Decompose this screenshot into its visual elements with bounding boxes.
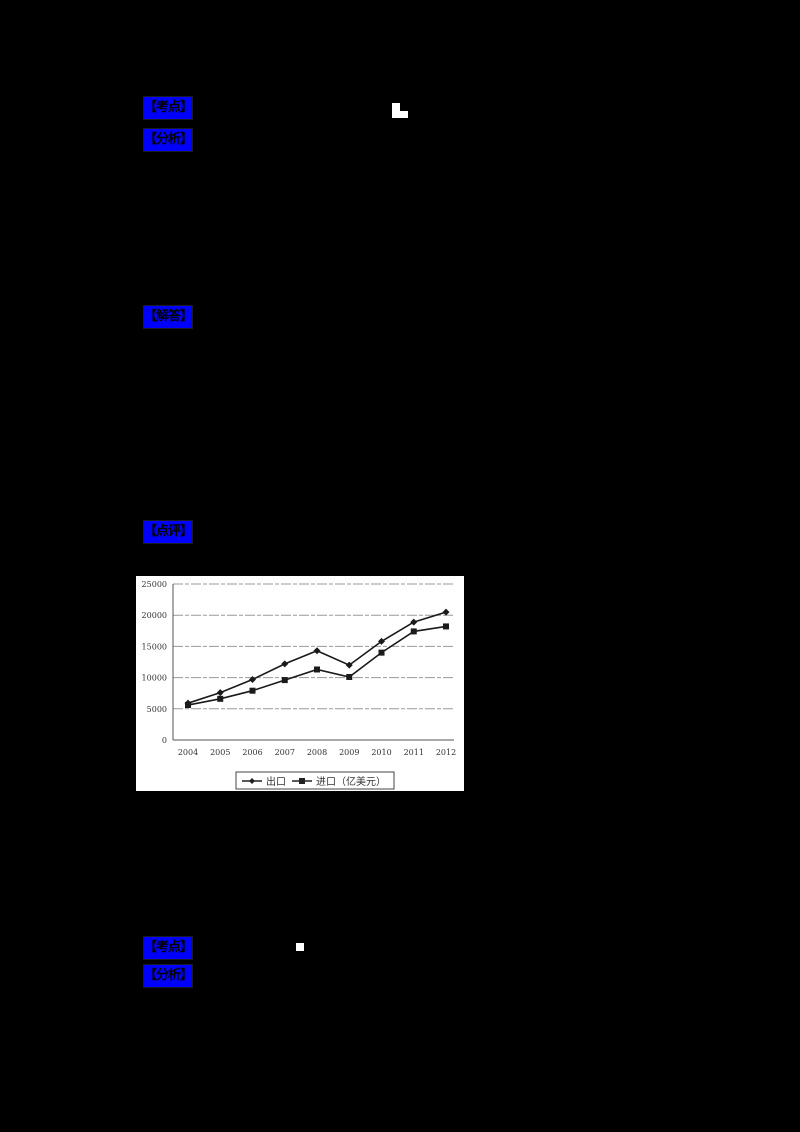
svg-text:2009: 2009 — [339, 748, 359, 757]
svg-text:25000: 25000 — [142, 580, 167, 589]
svg-text:2005: 2005 — [210, 748, 230, 757]
label-kaodian: 【考点】 — [144, 97, 192, 119]
label-fenxi: 【分析】 — [144, 129, 192, 151]
svg-text:2004: 2004 — [178, 748, 198, 757]
chart-canvas: 0 5000 10000 15000 20000 25000 2004 2005 2006 200… — [142, 580, 456, 790]
label-fenxi: 【分析】 — [144, 965, 192, 987]
svg-text:0: 0 — [162, 736, 167, 745]
white-mark — [296, 943, 304, 951]
svg-text:10000: 10000 — [142, 674, 167, 683]
import-export-line-chart: 0 5000 10000 15000 20000 25000 2004 2005 2006 200… — [136, 576, 464, 791]
label-dianping: 【点评】 — [144, 521, 192, 543]
svg-text:2012: 2012 — [436, 748, 456, 757]
svg-text:进口（亿美元）: 进口（亿美元） — [316, 775, 386, 788]
svg-text:2008: 2008 — [307, 748, 327, 757]
svg-text:2011: 2011 — [404, 748, 424, 757]
svg-text:2006: 2006 — [242, 748, 262, 757]
label-kaodian: 【考点】 — [144, 937, 192, 959]
svg-text:2007: 2007 — [275, 748, 295, 757]
white-mark — [392, 111, 408, 118]
label-jieda: 【解答】 — [144, 306, 192, 328]
svg-text:出口: 出口 — [266, 775, 286, 788]
svg-text:2010: 2010 — [371, 748, 391, 757]
svg-text:20000: 20000 — [142, 611, 167, 620]
white-mark — [392, 103, 400, 118]
svg-text:15000: 15000 — [142, 642, 167, 651]
svg-text:5000: 5000 — [147, 705, 167, 714]
